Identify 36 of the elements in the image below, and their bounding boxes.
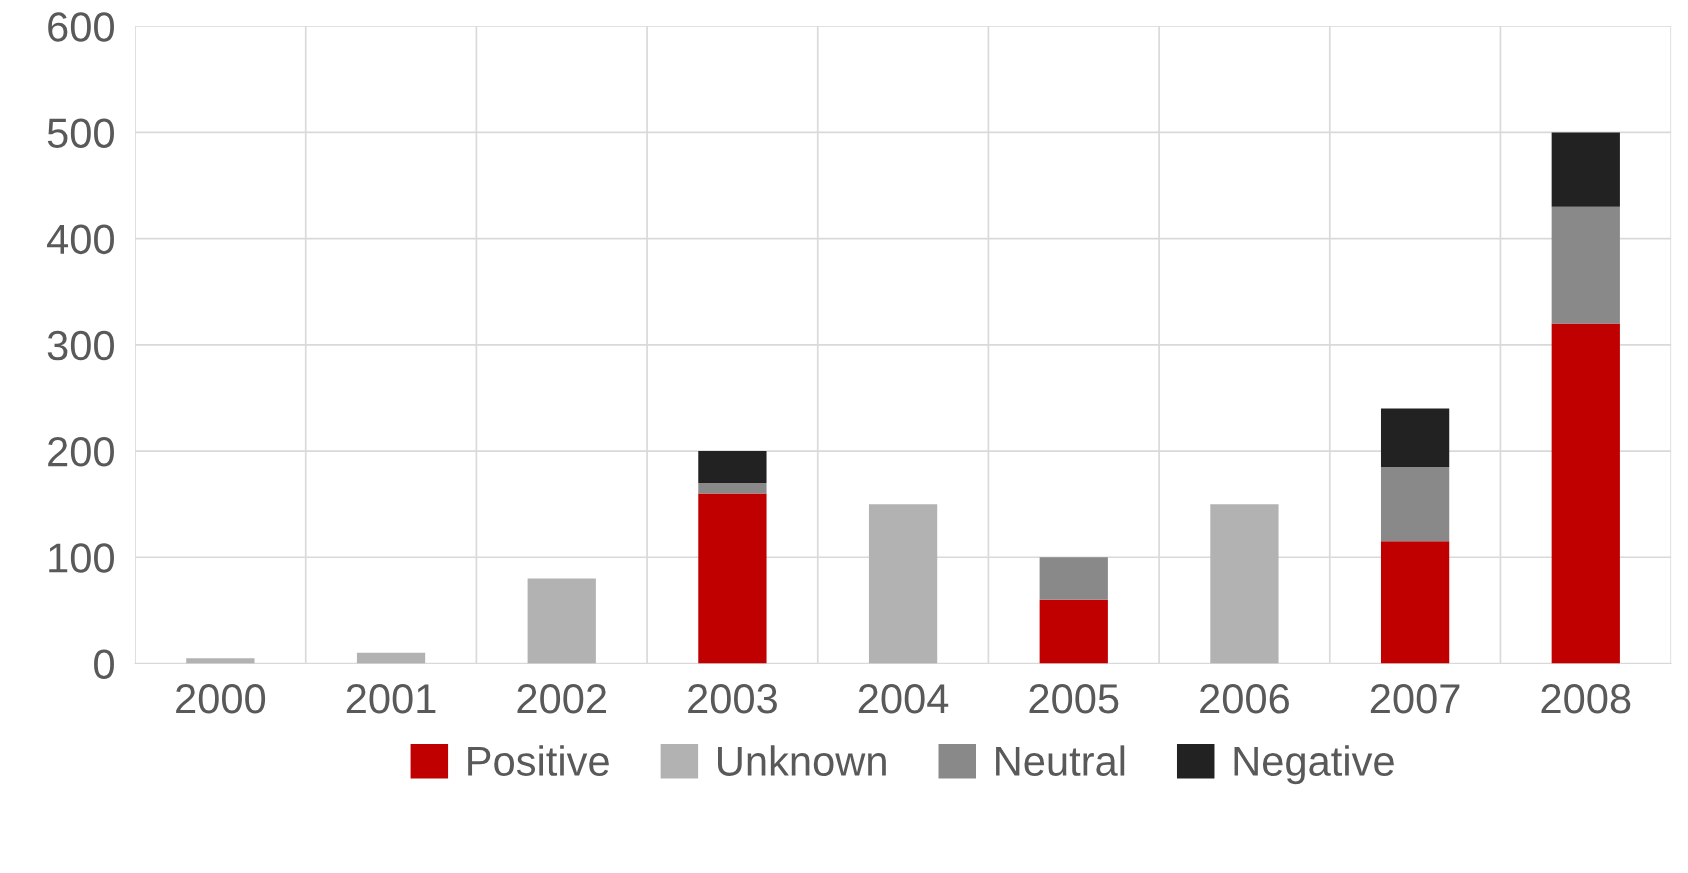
bar (1380, 466, 1450, 542)
x-tick-label: 2006 (1200, 684, 1289, 714)
legend-label: Unknown (718, 745, 886, 776)
y-tick-label: 300 (47, 330, 114, 361)
legend-label: Negative (1234, 745, 1394, 785)
x-tick-label: 2007 (1370, 684, 1460, 714)
y-tick-label: 600 (48, 12, 114, 42)
y-tick-label: 400 (47, 224, 114, 255)
bar (698, 493, 767, 664)
x-tick-label: 2003 (688, 684, 777, 714)
x-tick-label: 2001 (346, 684, 436, 714)
bar (186, 658, 255, 664)
bar (698, 451, 767, 483)
bar (1380, 541, 1450, 664)
bar (1551, 323, 1620, 664)
bar (1551, 206, 1620, 324)
x-tick-label: 2008 (1541, 684, 1631, 714)
x-tick-label: 2002 (517, 684, 606, 714)
bar (1039, 599, 1108, 664)
bar (356, 652, 426, 664)
bar (1380, 408, 1450, 467)
x-tick-label: 2004 (858, 684, 949, 714)
y-tick-label: 500 (47, 118, 114, 148)
bar (1551, 132, 1620, 207)
legend-label: Neutral (996, 745, 1125, 776)
bar (868, 504, 938, 664)
bar (698, 482, 767, 494)
y-tick-label: 0 (94, 649, 114, 679)
y-tick-label: 200 (48, 437, 114, 467)
x-tick-label: 2000 (176, 684, 266, 714)
y-tick-label: 100 (49, 543, 114, 573)
bar (1039, 557, 1108, 600)
legend-label: Positive (468, 745, 609, 776)
bar (527, 578, 596, 664)
x-tick-label: 2005 (1029, 684, 1119, 714)
bar (1210, 504, 1279, 664)
